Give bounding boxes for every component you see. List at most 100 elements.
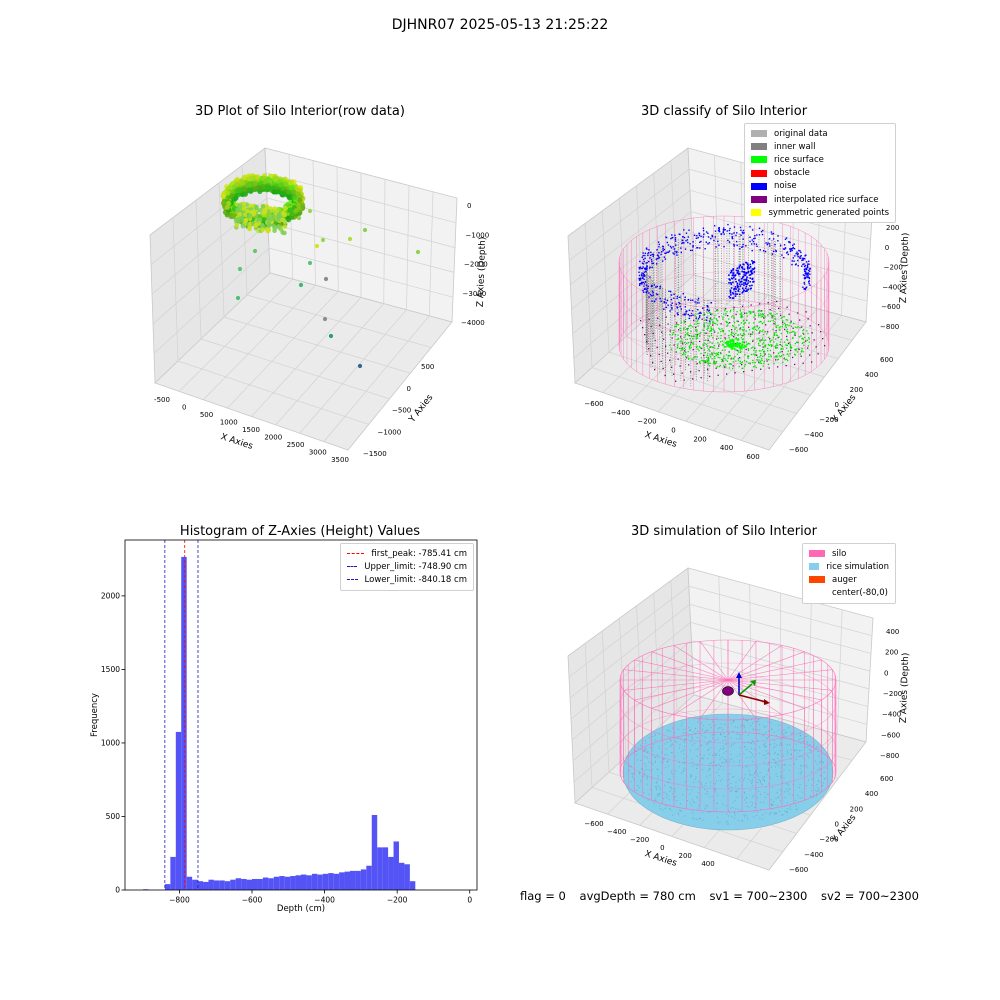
simulation-rice-point [630, 766, 632, 768]
hist-bar [355, 870, 361, 890]
classify-noise-point [731, 274, 734, 277]
classify-rice-point [685, 352, 687, 354]
simulation-rice-point [784, 764, 786, 766]
classify-noise-point [687, 313, 690, 316]
simulation-rice-point [783, 729, 785, 731]
simulation-rice-point [655, 786, 657, 788]
classify-rice-point [716, 309, 718, 312]
simulation-rice-point [756, 773, 758, 775]
simulation-rice-point [801, 791, 803, 793]
simulation-rice-point [810, 749, 812, 751]
hist-legend-item: Upper_limit: -748.90 cm [347, 560, 467, 573]
classify-rice-point [781, 355, 783, 357]
classify-noise-point [803, 270, 806, 272]
simulation-rice-point [644, 773, 646, 775]
classify-rice-point [793, 322, 795, 325]
hist-bar [404, 864, 410, 890]
simulation-rice-point [746, 815, 748, 817]
classify-noise-point [733, 276, 735, 279]
simulation-rice-point [661, 737, 663, 739]
simulation-rice-point [796, 749, 798, 751]
classify-rice-point [716, 353, 719, 355]
hist-frame [124, 539, 478, 891]
raw-point [323, 276, 329, 282]
simulation-rice-point [781, 745, 783, 747]
simulation-rice-point [705, 804, 707, 806]
hist-bar [295, 875, 301, 890]
classify-noise-point [645, 267, 647, 269]
classify-rice-point [739, 342, 741, 344]
classify-interpolated-point [759, 303, 761, 305]
classify-noise-point [802, 286, 804, 288]
classify-noise-point [653, 284, 656, 286]
classify-rice-point [792, 337, 794, 339]
classify-rice-point [702, 329, 704, 331]
simulation-rice-point [648, 793, 650, 795]
classify-noise-point [674, 234, 676, 237]
raw-point [232, 196, 238, 202]
classify-rice-point [745, 312, 748, 314]
classify-noise-point [738, 265, 741, 268]
classify-noise-point [707, 232, 709, 235]
simulation-rice-point [696, 767, 698, 769]
classify-rice-point [726, 321, 728, 323]
raw-point-cloud [220, 173, 421, 369]
classify-interpolated-point [692, 349, 694, 351]
raw-point [235, 295, 241, 301]
classify-rice-point [733, 316, 735, 319]
simulation-rice-point [690, 776, 692, 778]
simulation-rice-point [683, 728, 685, 730]
classify-noise-point [675, 303, 677, 305]
classify-noise-point [751, 284, 753, 287]
classify-noise-point [642, 258, 645, 261]
simulation-rice-point [704, 785, 706, 787]
simulation-rice-point [791, 732, 793, 734]
classify-noise-point [733, 288, 735, 291]
classify-noise-point [676, 307, 679, 309]
classify-interpolated-point [648, 318, 650, 321]
simulation-rice-point [756, 767, 758, 769]
classify-rice-point [722, 357, 725, 359]
classify-noise-point [751, 272, 754, 275]
simulation-legend-item: auger [809, 573, 889, 586]
simulation-rice-point [731, 758, 733, 760]
classify-rice-point [698, 322, 700, 325]
classify-noise-point [685, 232, 688, 234]
classify-rice-point [769, 340, 771, 342]
classify-noise-point [685, 313, 687, 315]
classify-noise-point [784, 247, 787, 249]
classify-interpolated-point [700, 377, 702, 379]
simulation-rice-point [751, 747, 753, 749]
classify-noise-point [679, 302, 681, 305]
simulation-rice-point [778, 810, 780, 812]
simulation-rice-point [752, 729, 754, 731]
classify-noise-point [658, 246, 660, 248]
simulation-rice-point [734, 799, 736, 801]
classify-rice-point [760, 358, 763, 360]
classify-interpolated-point [684, 350, 686, 352]
simulation-rice-point [767, 783, 769, 785]
hist-legend-label: Lower_limit: -840.18 cm [364, 574, 467, 585]
classify-legend-swatch [751, 130, 767, 138]
simulation-rice-point [635, 754, 637, 756]
classify-noise-point [808, 280, 811, 282]
classify-noise-point [644, 288, 646, 291]
classify-rice-point [730, 333, 732, 336]
classify-noise-point [728, 278, 731, 280]
classify-rice-point [739, 328, 741, 331]
classify-rice-point [732, 361, 734, 363]
simulation-rice-point [679, 738, 681, 740]
classify-rice-point [776, 334, 779, 337]
simulation-rice-point [708, 769, 710, 771]
classify-rice-point [761, 322, 763, 325]
hist-bar [284, 876, 291, 890]
classify-noise-point [808, 276, 810, 279]
classify-interpolated-point [820, 331, 822, 333]
classify-rice-point [696, 335, 698, 337]
simulation-rice-point [754, 748, 756, 750]
simulation-rice-point [656, 768, 658, 770]
simulation-rice-point [720, 727, 722, 729]
simulation-rice-point [678, 737, 680, 739]
simulation-rice-point [799, 732, 801, 734]
simulation-rice-point [764, 746, 766, 748]
